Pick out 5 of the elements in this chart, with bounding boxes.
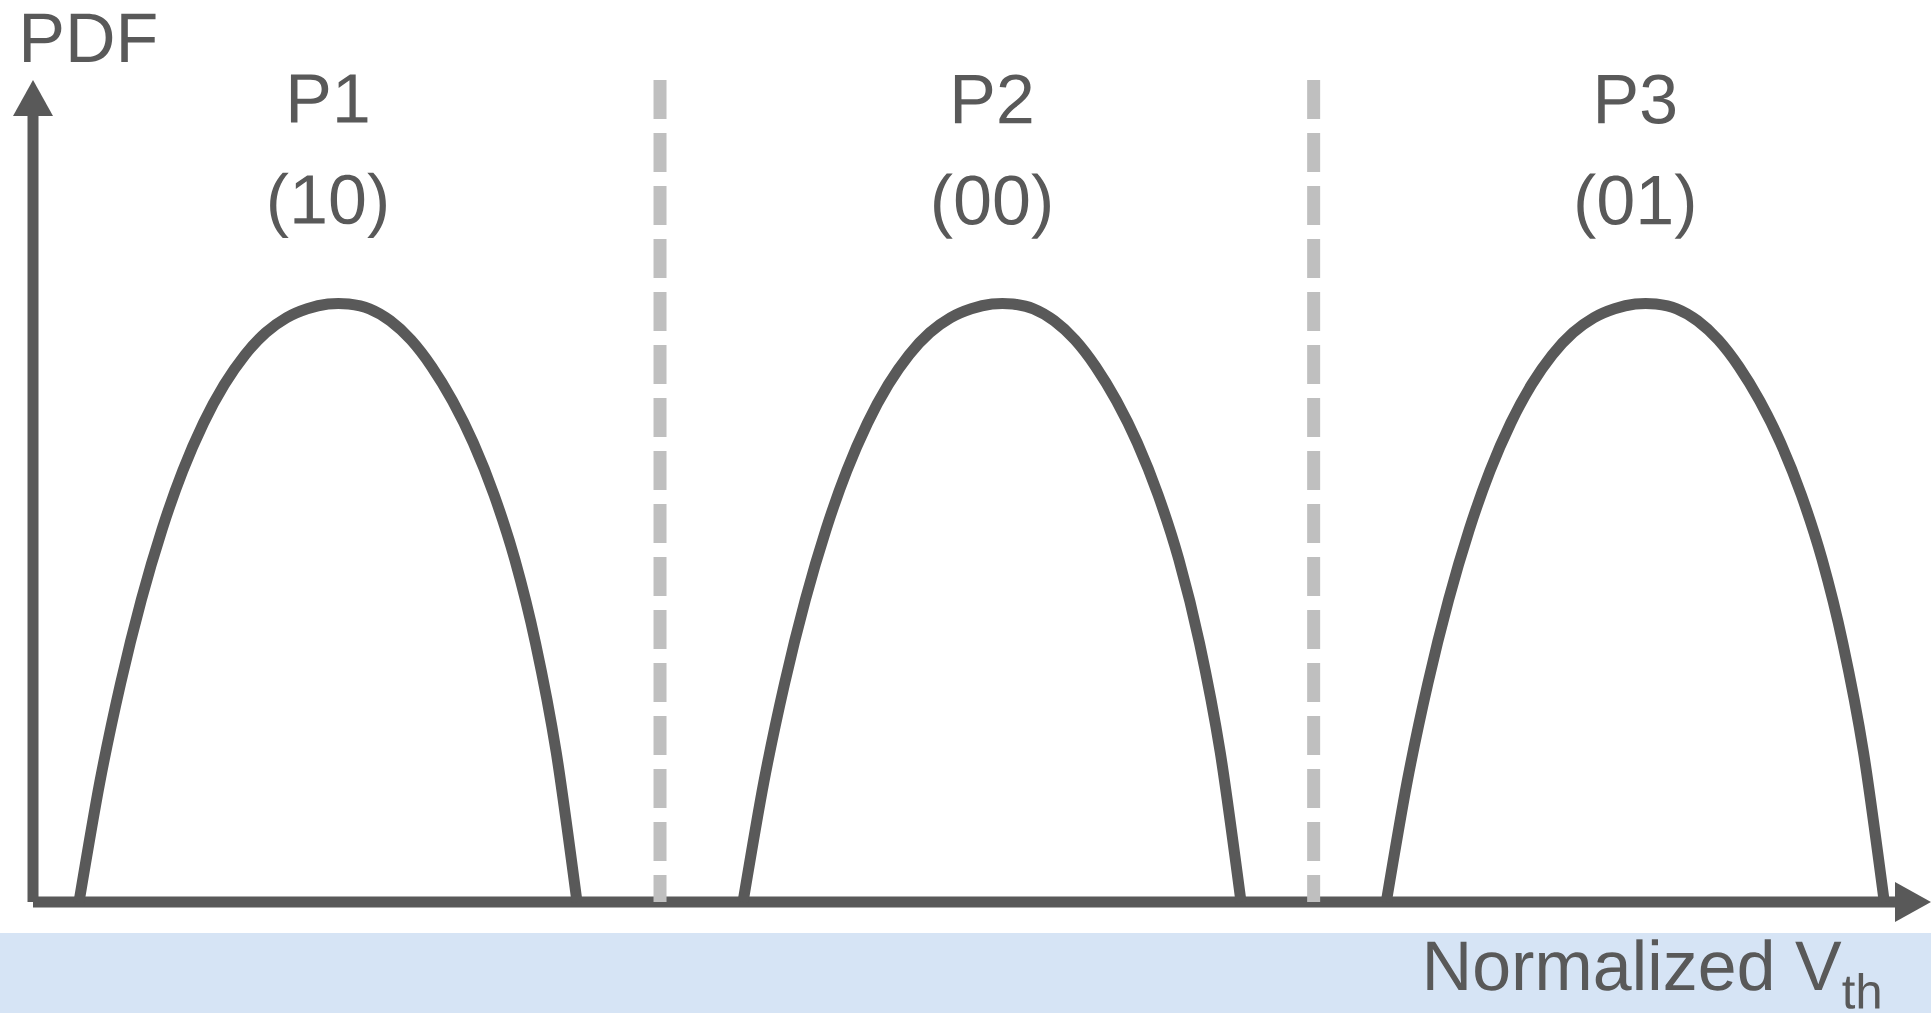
series-label: P1 (10) bbox=[270, 74, 386, 239]
series-label: P2 (00) bbox=[934, 74, 1050, 239]
series-label: P3 (01) bbox=[1577, 74, 1694, 239]
y-axis-title: PDF bbox=[24, 13, 156, 62]
x-axis-title: Normalized V$_{th}$ bbox=[1427, 939, 1880, 1009]
